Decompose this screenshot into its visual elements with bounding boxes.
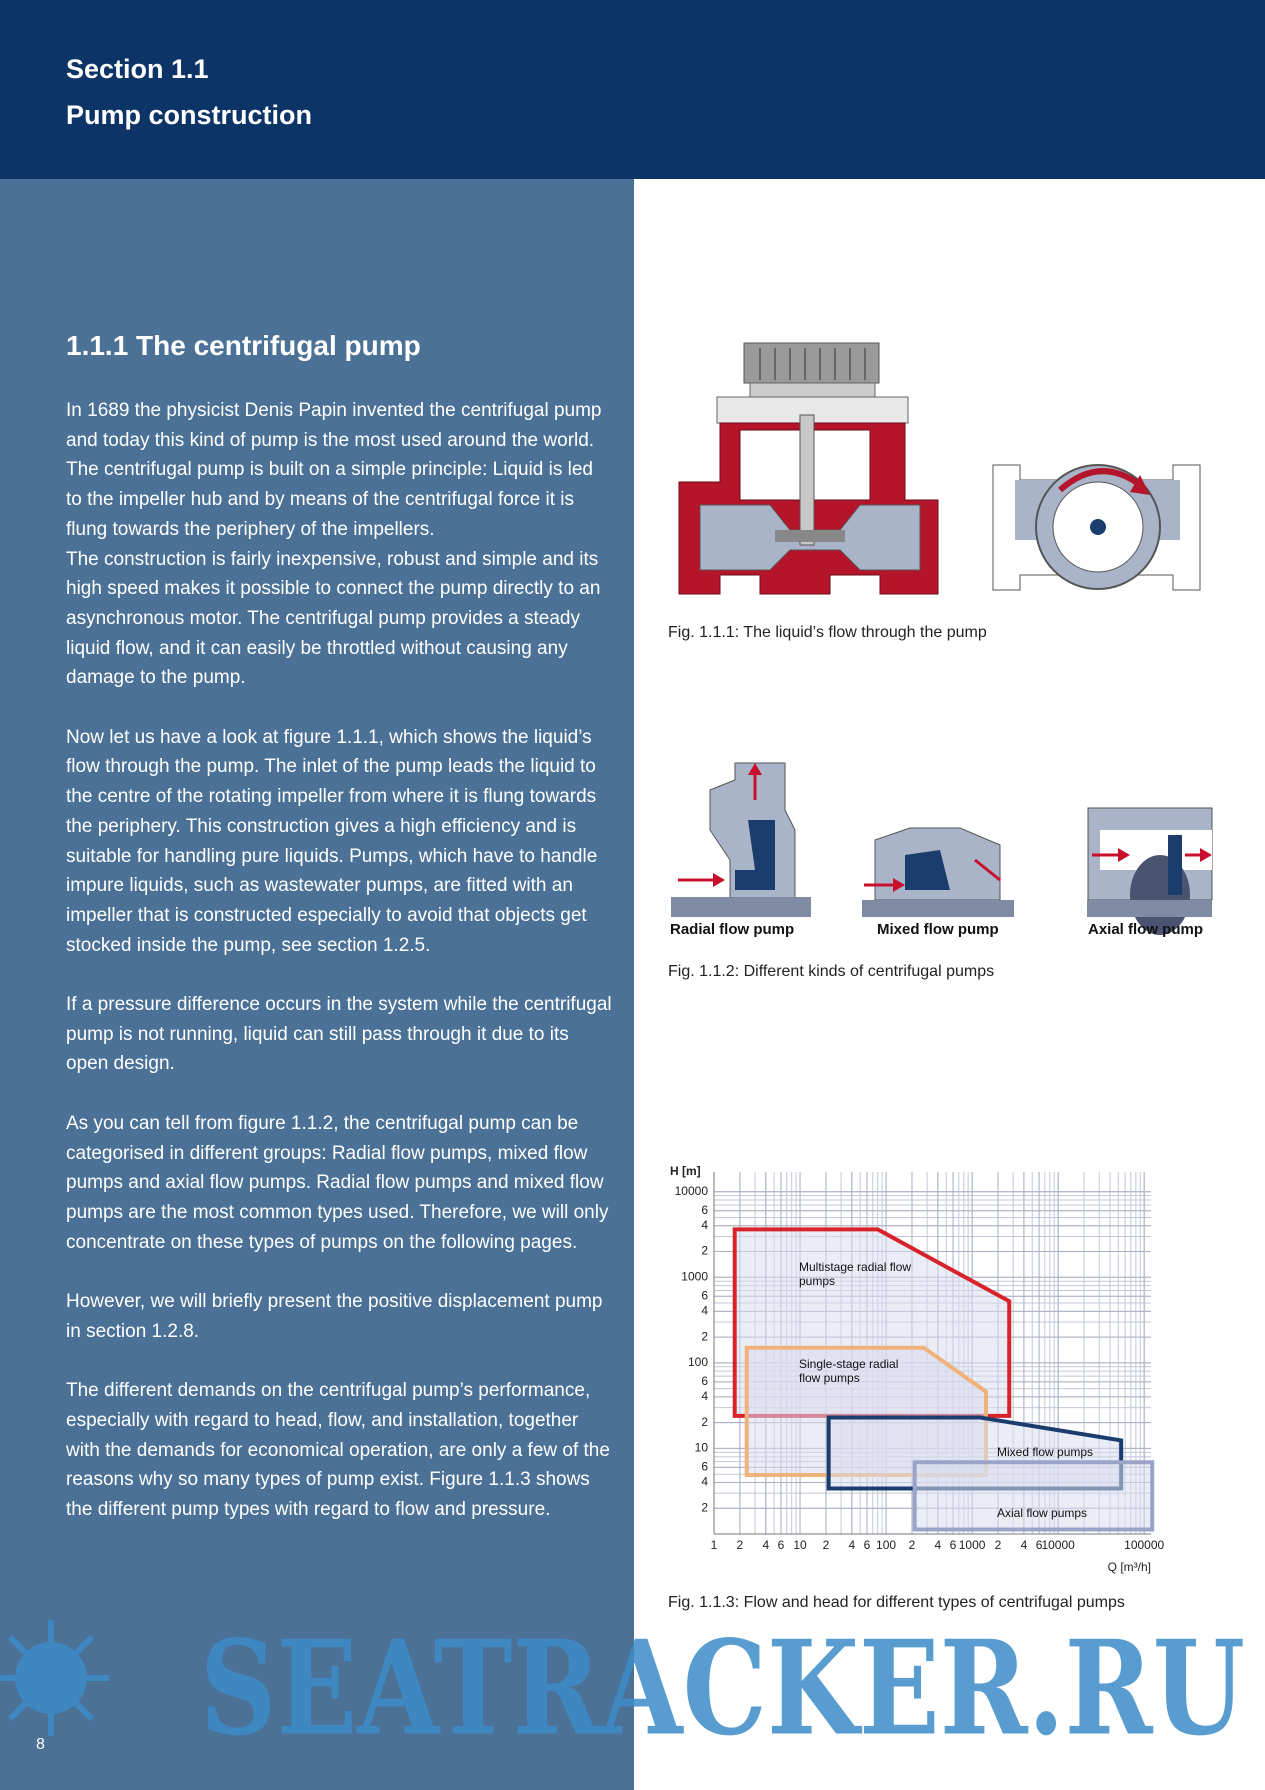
paragraph: As you can tell from figure 1.1.2, the c… — [66, 1109, 614, 1258]
paragraph: The different demands on the centrifugal… — [66, 1376, 614, 1525]
region-label: Mixed flow pumps — [997, 1445, 1094, 1459]
paragraph: If a pressure difference occurs in the s… — [66, 990, 614, 1079]
y-tick-label: 4 — [701, 1389, 708, 1403]
y-tick-label: 6 — [701, 1374, 708, 1388]
x-tick-label: 6 — [864, 1538, 871, 1552]
x-tick-label: 10 — [793, 1538, 807, 1552]
figure-caption: Fig. 1.1.1: The liquid’s flow through th… — [668, 624, 987, 641]
x-tick-label: 4 — [848, 1538, 855, 1552]
text-line: The construction is fairly inexpensive, … — [66, 548, 601, 689]
x-tick-label: 1000 — [959, 1538, 986, 1552]
x-axis-label: Q [m³/h] — [1108, 1560, 1151, 1574]
y-tick-label: 10 — [695, 1441, 709, 1455]
region-label: Multistage radial flow pumps — [799, 1260, 912, 1288]
x-tick-label: 2 — [823, 1538, 830, 1552]
x-tick-label: 2 — [737, 1538, 744, 1552]
y-tick-label: 100 — [688, 1355, 708, 1369]
text-line: However, we will briefly present the pos… — [66, 1291, 603, 1342]
mixed-pump-illustration — [862, 827, 1014, 917]
y-tick-label: 2 — [701, 1329, 708, 1343]
x-tick-label: 100000 — [1124, 1538, 1164, 1552]
figure-caption: Fig. 1.1.2: Different kinds of centrifug… — [668, 963, 995, 980]
y-tick-label: 4 — [701, 1304, 708, 1318]
region — [912, 1460, 1155, 1532]
y-axis-label: H [m] — [670, 1164, 701, 1178]
figure-label: Radial flow pump — [670, 921, 795, 938]
region-label: Axial flow pumps — [997, 1506, 1088, 1520]
x-tick-label: 10000 — [1041, 1538, 1075, 1552]
x-tick-label: 2 — [995, 1538, 1002, 1552]
axial-pump-illustration — [1087, 807, 1213, 935]
x-tick-label: 2 — [909, 1538, 916, 1552]
header: Section 1.1 Pump construction — [0, 0, 1265, 179]
figure-label: Axial flow pump — [1088, 921, 1204, 938]
watermark-text: SEATRACKER.RU — [200, 1612, 1245, 1765]
section-label: Section 1.1 — [66, 54, 209, 84]
x-tick-label: 6 — [1036, 1538, 1043, 1552]
text-line: Now let us have a look at figure 1.1.1, … — [66, 726, 598, 956]
x-tick-label: 100 — [876, 1538, 896, 1552]
article-body: In 1689 the physicist Denis Papin invent… — [66, 396, 614, 1554]
y-tick-label: 4 — [701, 1475, 708, 1489]
section-title: Pump construction — [66, 100, 313, 130]
chart: 1 2 4 6 10 2 4 6 100 2 4 6 1000 2 4 6 10000 1000001000064… — [670, 1164, 1165, 1574]
text-line: As you can tell from figure 1.1.2, the c… — [66, 1112, 609, 1253]
y-tick-label: 2 — [701, 1244, 708, 1258]
y-tick-label: 2 — [701, 1500, 708, 1514]
article-heading: 1.1.1 The centrifugal pump — [66, 330, 421, 361]
text-line: In 1689 the physicist Denis Papin invent… — [66, 400, 602, 540]
x-tick-label: 1 — [711, 1538, 718, 1552]
y-tick-label: 10000 — [675, 1184, 709, 1198]
x-tick-label: 4 — [935, 1538, 942, 1552]
paragraph: However, we will briefly present the pos… — [66, 1287, 614, 1346]
y-tick-label: 1000 — [681, 1269, 708, 1283]
pump-illustration — [678, 342, 939, 595]
figure-caption: Fig. 1.1.3: Flow and head for different … — [668, 1594, 1125, 1611]
y-tick-label: 2 — [701, 1415, 708, 1429]
watermark: SEATRACKER.RU — [0, 1612, 1245, 1765]
paragraph: Now let us have a look at figure 1.1.1, … — [66, 723, 614, 961]
y-tick-label: 6 — [701, 1460, 708, 1474]
text-line: If a pressure difference occurs in the s… — [66, 994, 612, 1075]
y-tick-label: 6 — [701, 1203, 708, 1217]
x-tick-label: 4 — [1021, 1538, 1028, 1552]
x-tick-label: 6 — [778, 1538, 785, 1552]
y-tick-label: 4 — [701, 1218, 708, 1232]
x-tick-label: 6 — [950, 1538, 957, 1552]
figure-label: Mixed flow pump — [877, 921, 999, 938]
radial-pump-illustration — [671, 762, 811, 917]
page-number: 8 — [36, 1736, 45, 1753]
text-line: The different demands on the centrifugal… — [66, 1380, 610, 1520]
volute-illustration — [992, 464, 1201, 591]
text-column — [0, 179, 634, 1790]
region-label: Single-stage radial flow pumps — [799, 1357, 899, 1385]
y-tick-label: 6 — [701, 1288, 708, 1302]
x-tick-label: 4 — [762, 1538, 769, 1552]
paragraph: In 1689 the physicist Denis Papin invent… — [66, 396, 614, 693]
